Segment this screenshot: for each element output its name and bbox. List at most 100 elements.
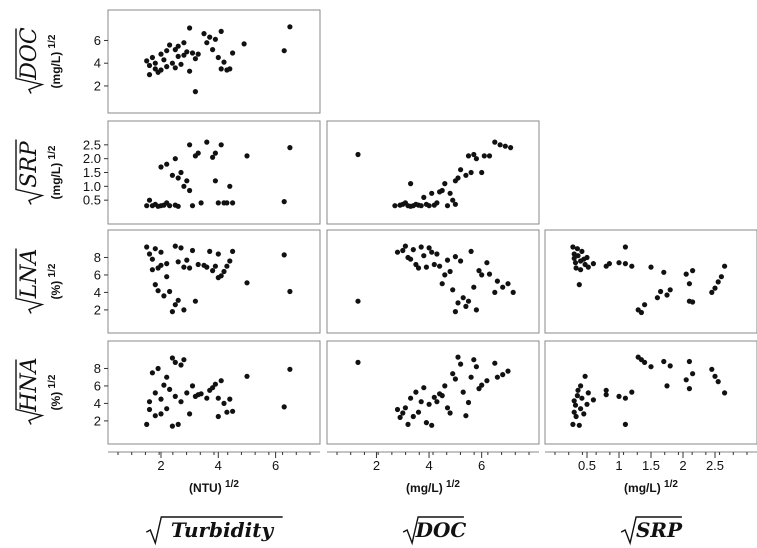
data-point [606, 261, 613, 267]
data-point [287, 366, 293, 372]
data-point [408, 256, 414, 262]
data-point [444, 257, 451, 263]
variable-name: DOC [17, 27, 42, 81]
data-point [500, 372, 506, 378]
data-point [198, 200, 204, 206]
data-point [458, 361, 464, 367]
data-point [164, 48, 170, 54]
data-point [603, 387, 609, 393]
data-point [281, 48, 287, 54]
data-point [418, 244, 424, 250]
panel-srp-vs-turbidity [107, 120, 321, 225]
data-point [642, 359, 648, 365]
data-point [502, 143, 508, 149]
data-point [664, 383, 670, 389]
data-point [212, 150, 218, 156]
data-point [570, 244, 576, 250]
data-point [355, 359, 361, 365]
data-point [505, 368, 511, 374]
data-point [452, 376, 458, 382]
data-point [210, 268, 216, 274]
data-point [471, 284, 477, 290]
data-point [152, 60, 158, 66]
data-point [431, 394, 437, 400]
data-point [146, 406, 153, 413]
data-point [172, 243, 178, 249]
data-point [465, 399, 472, 406]
y-tick-label: 1.0 [83, 179, 101, 194]
data-point [423, 264, 429, 270]
data-point [204, 264, 210, 270]
data-point [230, 50, 236, 56]
data-point [450, 197, 456, 203]
variable-name: HNA [17, 357, 42, 412]
data-point [158, 249, 164, 255]
data-point [244, 153, 250, 159]
x-tick-label: 6 [478, 458, 485, 473]
data-point [187, 265, 193, 271]
data-point [712, 373, 718, 379]
data-point [421, 253, 427, 259]
y-tick-label: 6 [94, 267, 101, 282]
data-point [439, 393, 445, 399]
panel-lna-vs-turbidity [107, 229, 321, 334]
y-tick-label: 4 [94, 56, 101, 71]
data-point [172, 393, 178, 399]
data-point [244, 280, 250, 286]
data-point [572, 402, 579, 408]
data-point [210, 47, 216, 53]
y-unit-label: (mg/L) 1/2 [47, 145, 63, 199]
data-point [169, 60, 175, 66]
data-point [590, 397, 597, 403]
panels-layer [107, 9, 757, 445]
data-point [169, 423, 175, 429]
data-point [450, 371, 456, 377]
panel-frame [326, 340, 540, 445]
panel-frame [107, 229, 321, 334]
data-point [629, 263, 635, 269]
data-point [715, 379, 721, 385]
data-point [169, 309, 175, 315]
data-point [494, 278, 500, 284]
data-point [686, 281, 693, 287]
data-point [582, 373, 588, 379]
data-point [447, 410, 453, 416]
data-point [158, 51, 164, 57]
data-point [164, 406, 170, 412]
data-point [434, 251, 440, 257]
data-point [227, 66, 233, 72]
data-point [683, 271, 689, 277]
data-point [434, 200, 440, 206]
data-point [394, 406, 401, 413]
data-point [468, 248, 474, 254]
data-point [164, 161, 170, 167]
data-point [158, 396, 164, 402]
data-point [683, 377, 689, 383]
data-point [415, 265, 422, 271]
data-point [722, 390, 728, 396]
data-point [152, 246, 158, 252]
data-point [463, 172, 469, 178]
data-point [426, 203, 432, 209]
data-point [195, 51, 201, 57]
data-point [221, 59, 227, 65]
data-point [218, 66, 224, 72]
y-unit-label: (%) 1/2 [47, 263, 63, 299]
panel-hna-vs-srp [544, 340, 757, 445]
y-tick-label: 2 [94, 302, 101, 317]
data-point [484, 378, 490, 384]
data-point [192, 298, 198, 304]
data-point [215, 251, 221, 257]
data-point [473, 307, 479, 313]
data-point [421, 385, 427, 391]
sqrt-sign [15, 359, 45, 425]
data-point [241, 41, 247, 47]
data-point [622, 421, 629, 427]
data-point [622, 261, 629, 267]
data-point [709, 289, 715, 295]
data-point [421, 194, 427, 200]
data-point [571, 398, 577, 404]
data-point [281, 404, 287, 410]
data-point [603, 392, 609, 398]
data-point [690, 299, 696, 305]
